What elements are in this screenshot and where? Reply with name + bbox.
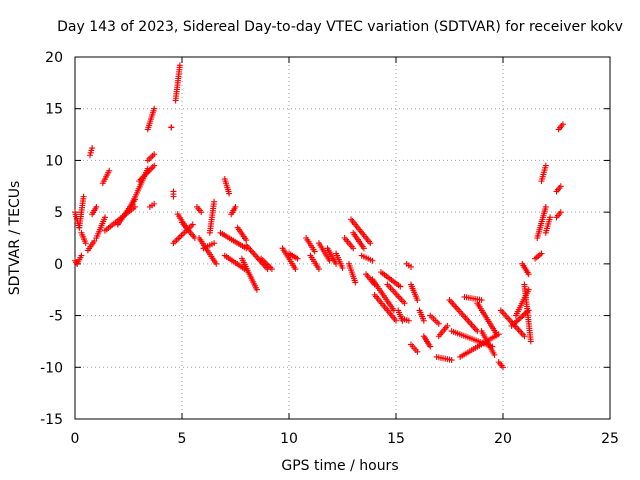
data-point [151,105,158,112]
data-point [170,188,177,195]
data-point [326,257,333,264]
y-tick-label: -10 [40,360,63,376]
y-axis-label: SDTVAR / TECUs [7,181,23,296]
data-point [547,214,554,221]
data-point [491,351,498,358]
data-point [78,252,85,259]
data-point [311,248,318,255]
data-point [315,266,322,273]
data-point [405,317,412,324]
data-point [268,266,275,273]
data-point [198,209,205,216]
data-point [211,198,218,205]
data-point [89,145,96,152]
data-point [106,167,113,174]
data-point [393,317,399,324]
x-axis-label: GPS time / hours [281,458,398,474]
data-point [294,255,301,262]
data-point [397,283,404,290]
y-axis-ticks: -15 -10 -5 0 5 10 15 20 [40,50,610,428]
data-point [538,250,545,257]
data-point [495,331,502,338]
data-point [350,245,357,252]
x-tick-label: 0 [71,431,80,447]
x-axis-ticks: 0 5 10 15 20 25 [71,57,619,447]
data-point [407,263,414,270]
data-point [91,238,98,245]
data-point [232,203,239,210]
data-point [500,364,506,371]
data-point [80,193,87,200]
data-point [559,121,566,128]
y-tick-label: 5 [54,205,63,221]
data-point [525,271,532,278]
data-point [360,245,367,252]
data-point [292,266,299,273]
y-tick-label: -5 [49,309,63,325]
data-point [243,237,250,244]
data-point [427,343,434,350]
data-point [414,348,421,355]
data-point [82,240,89,247]
plot-frame [74,56,611,420]
data-point [267,264,274,271]
data-point [189,221,196,228]
data-point [151,162,158,169]
data-point [339,264,346,271]
y-tick-label: 15 [45,102,63,118]
data-point [93,203,100,210]
data-point [151,151,158,158]
data-point [525,286,532,293]
data-point [168,124,175,131]
data-point [414,297,421,304]
data-point [401,300,408,307]
data-point [557,209,564,216]
data-point [367,240,374,247]
x-tick-label: 5 [178,431,187,447]
data-point [369,257,376,264]
data-point [151,200,158,207]
x-tick-label: 10 [280,431,298,447]
data-point [226,190,233,197]
data-point [527,338,534,345]
y-tick-label: 20 [45,50,63,66]
data-point [253,286,260,293]
y-tick-label: -15 [40,412,63,428]
data-point [521,333,528,340]
data-point [176,62,183,69]
x-tick-label: 20 [494,431,512,447]
chart-title: Day 143 of 2023, Sidereal Day-to-day VTE… [57,19,623,35]
data-point [101,214,108,221]
data-point [211,240,218,247]
y-tick-label: 0 [54,257,63,273]
data-point [557,183,564,190]
data-point [435,320,442,327]
x-tick-label: 25 [601,431,619,447]
x-tick-label: 15 [387,431,405,447]
data-point [352,279,359,286]
data-point [448,357,455,364]
data-point [444,322,451,329]
data-point [213,260,220,267]
data-point [478,297,485,304]
data-point [542,203,549,210]
y-tick-label: 10 [45,153,63,169]
data-point [420,317,427,324]
data-point [542,162,549,169]
data-points [72,62,566,371]
